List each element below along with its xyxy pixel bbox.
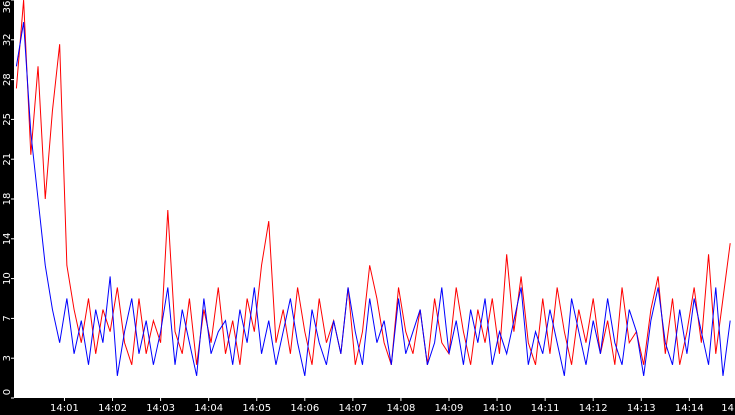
x-tick-label: 14:10 [483, 403, 512, 414]
y-tick-label: 18 [2, 193, 13, 206]
x-tick-label: 14:02 [98, 403, 127, 414]
y-tick-label: 32 [2, 33, 13, 46]
x-tick-label: 14:04 [194, 403, 223, 414]
y-tick-label: 0 [2, 389, 13, 395]
x-tick-label: 14:08 [387, 403, 416, 414]
x-tick-label: 14:07 [338, 403, 367, 414]
y-tick-label: 10 [2, 272, 13, 285]
x-tick-label: 14:01 [50, 403, 79, 414]
x-axis-strip [0, 398, 735, 415]
x-tick-label: 14 [721, 403, 734, 414]
y-tick-label: 14 [2, 232, 13, 245]
y-tick-label: 28 [2, 73, 13, 86]
series-line [15, 0, 731, 365]
x-tick-label: 14:12 [579, 403, 608, 414]
x-tick-label: 14:06 [290, 403, 319, 414]
y-tick-label: 7 [2, 315, 13, 321]
x-tick-label: 14:03 [146, 403, 175, 414]
y-tick-label: 36 [2, 1, 13, 14]
y-tick-label: 25 [2, 113, 13, 126]
y-tick-label: 3 [2, 355, 13, 361]
x-tick-label: 14:13 [627, 403, 656, 414]
x-tick-label: 14:11 [531, 403, 560, 414]
x-tick-label: 14:09 [435, 403, 464, 414]
y-tick-label: 21 [2, 153, 13, 166]
x-tick-label: 14:05 [242, 403, 271, 414]
y-axis-strip [0, 0, 14, 415]
x-tick-label: 14:14 [675, 403, 704, 414]
series-line [15, 22, 731, 376]
